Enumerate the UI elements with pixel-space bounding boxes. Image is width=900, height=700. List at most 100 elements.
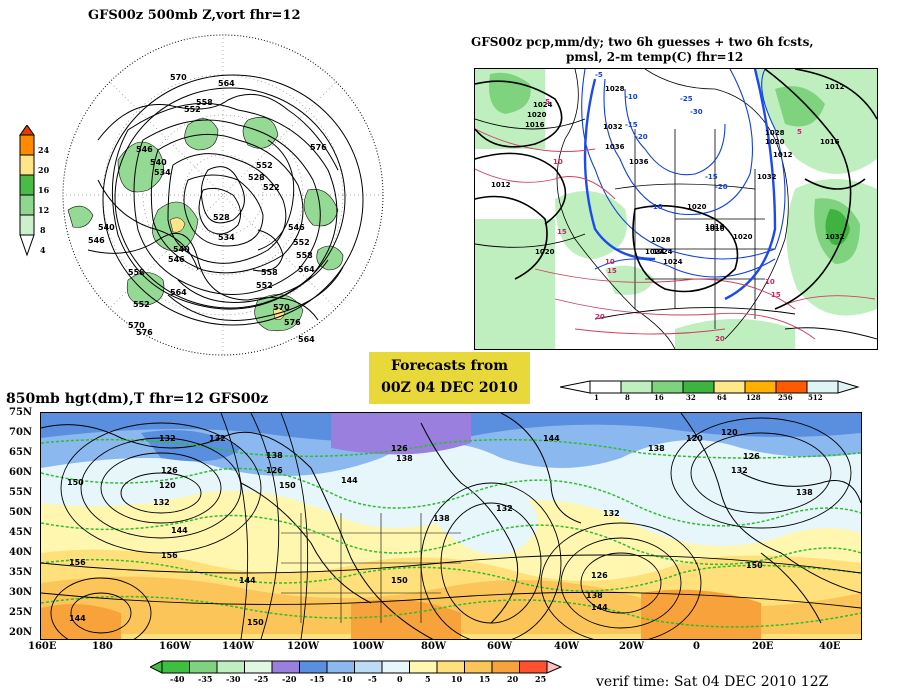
precip-tick: 8 <box>625 393 630 402</box>
vort-tick: 8 <box>40 225 46 235</box>
contour-label: 552 <box>133 300 150 309</box>
contour-label: 552 <box>184 105 201 114</box>
pmsl-label: 1028 <box>605 85 625 93</box>
pmsl-label: 1016 <box>705 223 725 231</box>
temp-label: 5 <box>545 98 550 106</box>
contour-label: 576 <box>284 318 301 327</box>
forecast-line1: Forecasts from <box>390 358 509 374</box>
contour-label: 576 <box>136 328 153 337</box>
lat-label: 40N <box>9 547 33 558</box>
contour-label: 522 <box>263 183 280 192</box>
precip-tick: 32 <box>686 393 696 402</box>
hgt-label: 138 <box>266 451 283 460</box>
temp-label: -5 <box>595 71 603 79</box>
pmsl-label: 1032 <box>603 123 623 131</box>
temp-tick: -25 <box>254 674 269 684</box>
precip-tick: 128 <box>746 393 761 402</box>
temp-tick: 15 <box>479 674 491 684</box>
precip-colorbar-cell <box>713 380 746 394</box>
temp-colorbar-cell <box>216 660 245 674</box>
pmsl-label: 1028 <box>651 236 671 244</box>
polar-500mb-map: 570 564 558 552 546 540 534 528 522 546 … <box>58 30 388 360</box>
pmsl-label: 1020 <box>765 138 785 146</box>
vort-tick: 20 <box>38 165 50 175</box>
hgt-label: 138 <box>433 514 450 523</box>
lon-label: 20W <box>619 641 645 652</box>
hgt-label: 132 <box>731 466 748 475</box>
precip-colorbar-cell <box>682 380 715 394</box>
pmsl-label: 1016 <box>820 138 840 146</box>
contour-label: 558 <box>261 268 278 277</box>
temp-tick: -20 <box>282 674 297 684</box>
pmsl-label: 1012 <box>773 151 793 159</box>
temp-colorbar-cell <box>491 660 520 674</box>
temp-label: 20 <box>595 313 605 321</box>
temp-colorbar-cell <box>189 660 218 674</box>
temp-label: -20 <box>715 183 728 191</box>
precip-colorbar-cell <box>651 380 684 394</box>
hgt-label: 126 <box>743 452 760 461</box>
panel-precip-title-line1: GFS00z pcp,mm/dy; two 6h guesses + two 6… <box>471 35 814 49</box>
pmsl-label: 1012 <box>825 83 845 91</box>
hgt-label: 132 <box>159 434 176 443</box>
pmsl-label: 1012 <box>491 181 511 189</box>
temp-tick: -10 <box>338 674 353 684</box>
contour-label: 570 <box>128 321 145 330</box>
pmsl-label: 1020 <box>687 203 707 211</box>
contour-label: 552 <box>256 281 273 290</box>
lat-label: 55N <box>9 487 33 498</box>
contour-label: 576 <box>310 143 327 152</box>
contour-label: 564 <box>298 265 315 274</box>
contour-label: 570 <box>170 73 187 82</box>
temp-colorbar: -40 -35 -30 -25 -20 -15 -10 -5 0 5 10 15… <box>150 660 590 688</box>
temp-colorbar-cell <box>354 660 383 674</box>
lat-label: 50N <box>9 507 33 518</box>
contour-label: 546 <box>288 223 305 232</box>
lon-axis: 160E 180 160W 140W 120W 100W 80W 60W 40W… <box>0 641 900 655</box>
temp-tick: 5 <box>425 674 431 684</box>
hgt-label: 150 <box>391 576 408 585</box>
temp-tick: -40 <box>170 674 185 684</box>
hgt-label: 144 <box>69 614 86 623</box>
temp-tick: -15 <box>310 674 325 684</box>
contour-label: 540 <box>150 158 167 167</box>
temp-colorbar-cell <box>436 660 465 674</box>
precip-colorbar-cell <box>589 380 622 394</box>
lon-label: 80W <box>421 641 447 652</box>
temp-colorbar-cell <box>271 660 300 674</box>
hgt-label: 126 <box>591 571 608 580</box>
precip-colorbar-cell <box>775 380 808 394</box>
panel-precip-title-line2: pmsl, 2-m temp(C) fhr=12 <box>566 50 744 64</box>
contour-label: 546 <box>168 255 185 264</box>
precip-colorbar: 1 8 16 32 64 128 256 512 <box>560 380 876 404</box>
lon-label: 40W <box>554 641 580 652</box>
pmsl-label: 1020 <box>527 111 547 119</box>
temp-label: 15 <box>771 291 781 299</box>
lat-label: 35N <box>9 567 33 578</box>
hgt-label: 126 <box>266 466 283 475</box>
lon-label: 60W <box>487 641 513 652</box>
contour-label: 546 <box>88 236 105 245</box>
contour-label: 564 <box>170 288 187 297</box>
temp-label: 15 <box>607 267 617 275</box>
hgt-label: 144 <box>239 576 256 585</box>
contour-label: 534 <box>218 233 235 242</box>
hgt-label: 144 <box>543 434 560 443</box>
contour-label: 564 <box>218 79 235 88</box>
pmsl-label: 1032 <box>757 173 777 181</box>
contour-label: 540 <box>98 223 115 232</box>
temp-label: 10 <box>553 158 563 166</box>
hgt-label: 150 <box>746 561 763 570</box>
lon-label: 0 <box>693 641 700 652</box>
temp-tick: -5 <box>368 674 377 684</box>
panel-500mb-title: GFS00z 500mb Z,vort fhr=12 <box>88 8 301 23</box>
vort-tick: 24 <box>38 145 50 155</box>
verif-time: verif time: Sat 04 DEC 2010 12Z <box>596 674 829 690</box>
temp-colorbar-cap <box>546 660 563 674</box>
lat-label: 30N <box>9 587 33 598</box>
hgt-label: 144 <box>341 476 358 485</box>
temp-colorbar-cell <box>244 660 273 674</box>
pmsl-label: 1016 <box>705 225 725 233</box>
hgt-label: 144 <box>171 526 188 535</box>
lat-label: 20N <box>9 627 33 638</box>
